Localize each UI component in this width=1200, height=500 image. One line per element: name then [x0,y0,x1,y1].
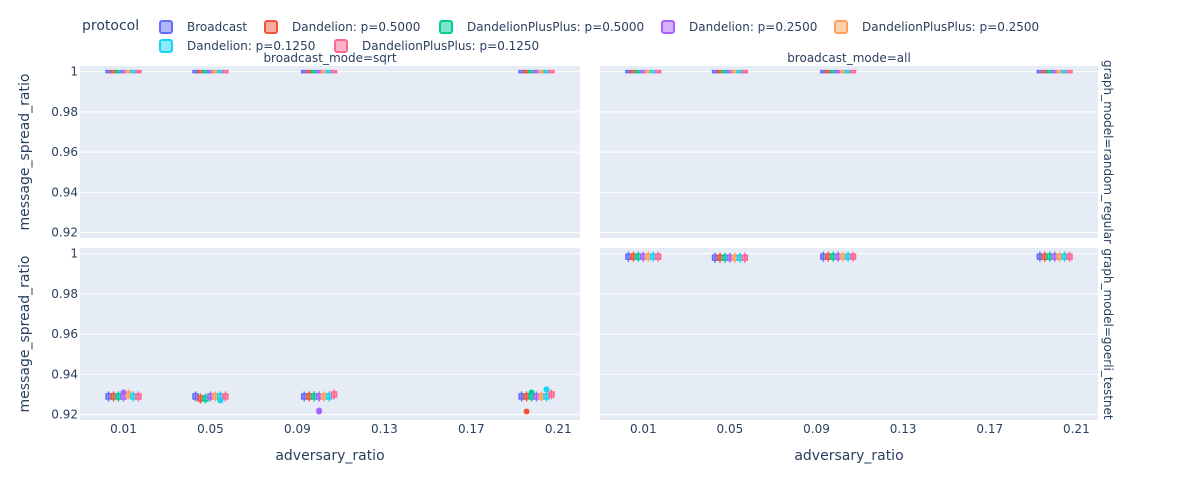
x-tick-label: 0.05 [197,422,224,436]
y-tick-label: 0.94 [51,185,78,199]
box-mark [1066,253,1073,260]
box-mark [330,391,338,398]
legend-swatch-6 [334,39,348,53]
y-axis-title-top: message_spread_ratio [17,74,33,231]
facet-title-row-1: graph_model=goerli_testnet [1101,248,1115,420]
y-tick-label: 0.96 [51,327,78,341]
legend-swatch-0 [159,20,173,34]
x-tick-label: 0.13 [890,422,917,436]
outlier-point [316,408,323,415]
legend-label-6: DandelionPlusPlus: p=0.1250 [362,39,539,53]
y-tick-label: 0.94 [51,367,78,381]
legend-label-5: Dandelion: p=0.1250 [187,39,315,53]
x-tick-label: 0.17 [976,422,1003,436]
outlier-point [543,386,550,393]
box-mark [1066,69,1073,74]
x-tick-label: 0.05 [717,422,744,436]
x-tick-label: 0.09 [284,422,311,436]
facet-title-row-0: graph_model=random_regular [1101,60,1115,244]
y-axis-title-bottom: message_spread_ratio [17,256,33,413]
outlier-point [217,397,224,404]
legend-title: protocol [82,18,139,34]
box-mark [222,393,229,400]
x-tick-label: 0.21 [1063,422,1090,436]
box-mark [654,69,662,74]
box-mark [741,69,749,74]
legend-swatch-3 [661,20,675,34]
legend-swatch-4 [834,20,848,34]
box-mark [330,69,338,74]
legend-label-3: Dandelion: p=0.2500 [689,20,817,34]
y-tick-label: 0.98 [51,105,78,119]
legend-swatch-2 [439,20,453,34]
legend-swatch-1 [264,20,278,34]
x-tick-label: 0.21 [545,422,572,436]
facet-title-column-1: broadcast_mode=all [787,51,911,65]
y-tick-label: 1 [70,247,78,261]
y-tick-label: 0.96 [51,145,78,159]
x-tick-label: 0.17 [458,422,485,436]
y-tick-label: 0.98 [51,287,78,301]
x-tick-label: 0.09 [803,422,830,436]
box-mark [548,391,555,398]
y-tick-label: 0.92 [51,226,78,240]
outlier-point [528,389,535,396]
legend-label-4: DandelionPlusPlus: p=0.2500 [862,20,1039,34]
legend-label-0: Broadcast [187,20,247,34]
outlier-point [120,389,127,396]
x-tick-label: 0.01 [630,422,657,436]
box-mark [135,69,142,74]
x-tick-label: 0.13 [371,422,398,436]
outlier-point [523,408,530,415]
box-mark [741,254,749,261]
x-tick-label: 0.01 [110,422,137,436]
box-mark [654,253,662,260]
box-mark [222,69,229,74]
legend-label-1: Dandelion: p=0.5000 [292,20,420,34]
x-axis-title-right: adversary_ratio [794,448,903,464]
facet-title-column-0: broadcast_mode=sqrt [263,51,396,65]
legend-label-2: DandelionPlusPlus: p=0.5000 [467,20,644,34]
box-mark [548,69,555,74]
y-tick-label: 1 [70,65,78,79]
box-mark [849,69,857,74]
box-mark [849,253,857,260]
legend-swatch-5 [159,39,173,53]
x-axis-title-left: adversary_ratio [275,448,384,464]
y-tick-label: 0.92 [51,408,78,422]
box-mark [135,393,142,400]
